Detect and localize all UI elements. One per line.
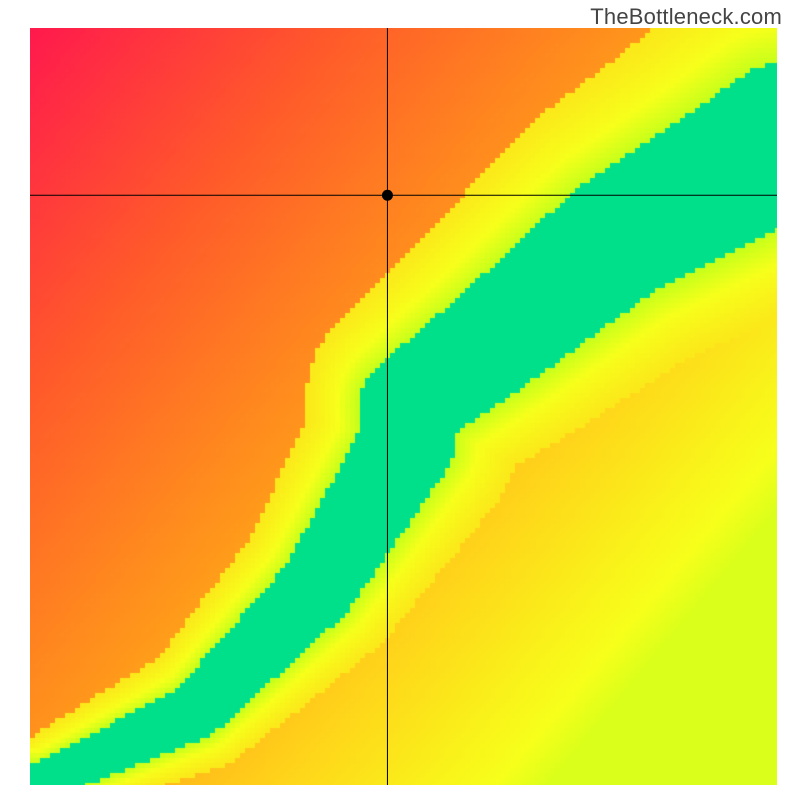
chart-container: TheBottleneck.com bbox=[0, 0, 800, 800]
bottleneck-heatmap bbox=[30, 28, 777, 785]
watermark-text: TheBottleneck.com bbox=[590, 4, 782, 30]
